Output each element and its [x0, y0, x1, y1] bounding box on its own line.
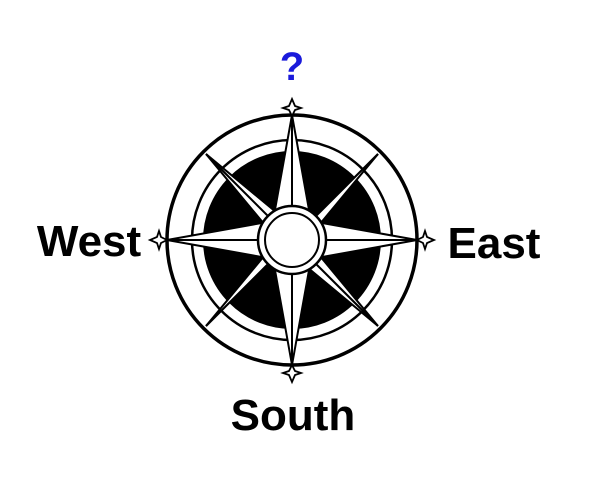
- east-label: East: [448, 219, 541, 268]
- north-finial-icon: [280, 96, 304, 119]
- north-label: ?: [280, 45, 304, 89]
- center-hub-inner: [264, 212, 320, 268]
- south-finial-icon: [280, 362, 304, 385]
- south-label: South: [231, 391, 356, 440]
- tip-finials: [147, 96, 437, 385]
- east-finial-icon: [414, 228, 437, 252]
- west-label: West: [37, 217, 142, 266]
- west-finial-icon: [147, 228, 170, 252]
